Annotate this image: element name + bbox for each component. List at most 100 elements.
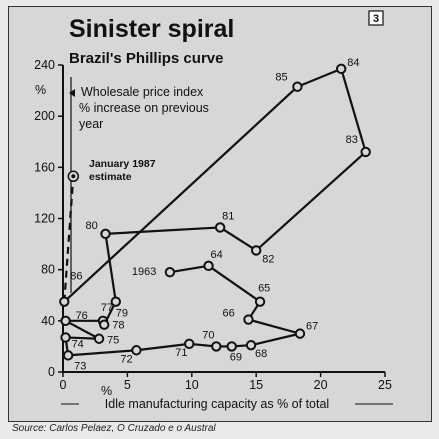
x-ticks: 0 5 10 15 20 25 [60,372,392,392]
series-segment [63,85,299,303]
data-point [60,315,71,327]
data-point [336,63,347,75]
point-label: 82 [262,253,274,265]
x-tick-label: 25 [378,378,392,392]
y-tick-label: 80 [41,263,55,277]
point-label: 81 [222,210,234,222]
series-segment [65,336,100,340]
point-label: 86 [70,271,82,283]
legend-line-1: Wholesale price index [81,85,204,99]
point-label: 73 [74,360,86,372]
data-point [59,296,70,307]
point-label: 76 [76,310,88,322]
point-label: 68 [255,348,267,360]
data-point [245,339,257,351]
estimate-label-line-1: January 1987 [89,158,156,170]
point-label: 69 [230,351,242,363]
point-label: 67 [306,321,318,333]
data-point [184,338,195,350]
series-segment [340,68,367,153]
data-point [251,245,262,256]
point-label: 80 [86,220,98,232]
badge-box [368,10,384,26]
chart-title: Sinister spiral [69,15,234,43]
series-segment [207,264,261,303]
point-label: 74 [72,338,84,350]
point-label: 84 [347,57,359,69]
y-tick-label: 160 [34,160,55,174]
data-point [60,332,71,343]
point-label: 77 [101,302,113,314]
x-unit-label: % [101,384,112,398]
chart-panel: Sinister spiral 3 Brazil's Phillips curv… [8,6,432,422]
y-tick-label: 40 [41,314,55,328]
point-label: 1963 [132,266,156,278]
data-point [226,341,237,352]
estimate-label-line-2: estimate [89,171,132,183]
phillips-curve-chart: Sinister spiral 3 Brazil's Phillips curv… [34,10,393,411]
y-tick-label: 240 [34,58,55,72]
legend-arrow-icon [69,89,75,97]
series-segment [65,319,100,340]
point-label: 79 [116,308,128,320]
data-point [100,228,111,240]
data-point [292,81,303,92]
x-tick-label: 20 [314,378,328,392]
legend-line-2: % increase on previous [79,101,209,115]
series-segment [250,332,301,347]
y-tick-label: 200 [34,109,55,123]
x-tick-label: 0 [60,378,67,392]
legend-line-3: year [79,117,103,131]
data-point [211,341,222,352]
series-segment [136,342,190,352]
series-segment [219,226,257,252]
series-segment [169,264,209,274]
data-points [59,63,371,361]
series-segment [248,318,301,335]
data-point [214,222,226,233]
series-segment [105,226,221,235]
estimate-layer [63,170,80,302]
x-tick-label: 15 [249,378,263,392]
y-tick-label: 120 [34,212,55,226]
x-tick-label: 5 [124,378,131,392]
data-point [99,319,110,330]
point-label: 72 [120,353,132,365]
point-label: 78 [112,320,124,332]
y-unit-label: % [35,83,46,97]
y-tick-label: 0 [48,365,55,379]
series-segment [68,349,137,357]
point-label: 64 [211,249,223,261]
data-point [294,328,306,339]
source-credit: Source: Carlos Pelaez, O Cruzado e o Aus… [12,423,216,434]
data-point [360,146,371,158]
data-point [203,260,214,272]
series-segment [296,67,342,88]
point-label: 75 [107,335,119,347]
data-point [243,314,254,325]
point-label: 71 [175,347,187,359]
series-segment [104,233,117,302]
series-segment [255,151,367,252]
point-label: 70 [202,329,214,341]
x-axis-title: Idle manufacturing capacity as % of tota… [105,397,329,411]
badge-number: 3 [373,13,379,25]
estimate-point-core [71,174,76,179]
data-point [93,333,105,344]
series-lines [63,67,367,357]
data-point [62,350,74,361]
point-label: 66 [222,308,234,320]
data-point [131,345,142,356]
x-tick-label: 10 [185,378,199,392]
point-label: 85 [275,72,287,84]
data-point [110,296,122,307]
point-label: 65 [258,283,270,295]
data-point [164,267,176,278]
y-ticks: 0 40 80 120 160 200 240 [34,58,63,379]
estimate-dashed-line [63,176,75,302]
point-label: 83 [346,134,358,146]
chart-subtitle: Brazil's Phillips curve [69,50,223,67]
data-point [254,296,266,307]
